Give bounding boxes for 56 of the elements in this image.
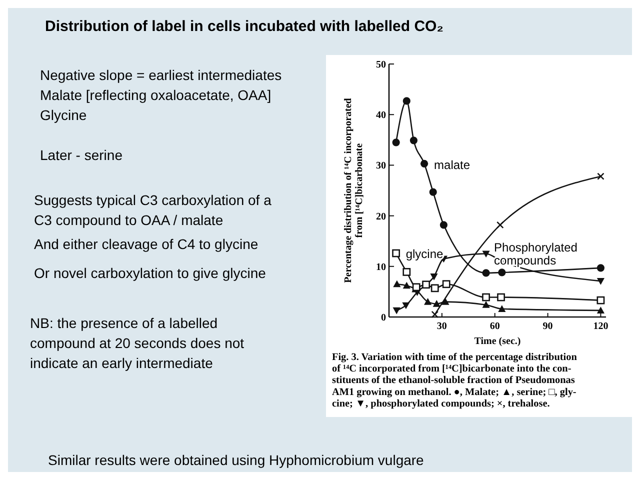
point: [430, 273, 438, 280]
point: [440, 221, 448, 229]
text: Distribution of label in cells incubated with labelled CO₂: [45, 18, 444, 35]
point: [410, 136, 418, 144]
point: [596, 278, 605, 285]
point: [498, 305, 506, 312]
text: Negative slope = earliest intermediates Malate [reflecting oxaloacetate, OAA] Glycine: [40, 67, 282, 123]
point: [482, 293, 490, 302]
y-tick-label: 20: [376, 211, 386, 222]
point: [497, 293, 505, 302]
point: [482, 250, 490, 258]
y-tick-label: 0: [381, 312, 386, 324]
point: [442, 298, 450, 305]
y-tick-label: 50: [376, 60, 386, 70]
point: [498, 268, 506, 276]
point: [432, 300, 440, 307]
annotation: glycine: [406, 246, 444, 261]
text: Suggests typical C3 carboxylation of a C3 compound to OAA / malate: [34, 192, 272, 228]
y-axis-title: Percentage distribution of ¹⁴C incorporated from [¹⁴C]bicarbonate: [343, 98, 365, 283]
point: [392, 138, 400, 146]
x-tick-label: 90: [542, 321, 553, 332]
point: [431, 310, 439, 318]
x-tick-label: 120: [593, 321, 608, 332]
point: [597, 172, 604, 180]
point: [424, 298, 432, 305]
point: [482, 301, 490, 308]
point: [596, 296, 605, 304]
caption: Fig. 3. Variation with time of the percentage distribution of ¹⁴C incorporated from [¹⁴C]bicarbonate into the con- stituents of the ethanol-soluble fraction of Pseudomonas AM1 growing on methanol. ●, Malate; ▲, serine; □, gly- cine; ▼, phosphorylated compounds; ×, trehalose.: [332, 352, 578, 410]
x-axis-title: Time (sec.): [474, 336, 521, 347]
point: [393, 280, 401, 288]
point: [402, 302, 410, 310]
point: [402, 97, 410, 105]
text: Or novel carboxylation to give glycine: [34, 265, 266, 281]
point: [422, 280, 430, 289]
x-tick-label: 60: [490, 321, 500, 332]
text: And either cleavage of C4 to glycine: [34, 236, 258, 252]
text: Later - serine: [40, 147, 123, 163]
point: [596, 264, 605, 272]
point: [596, 306, 605, 314]
point: [420, 160, 428, 168]
point: [442, 280, 450, 288]
point: [402, 282, 410, 289]
point: [430, 284, 439, 292]
y-tick-label: 10: [376, 262, 386, 273]
y-tick-label: 40: [376, 110, 386, 122]
point: [402, 268, 411, 276]
x-tick-label: 30: [436, 321, 447, 332]
point: [429, 188, 437, 196]
point: [482, 269, 490, 277]
text: NB: the presence of a labelled compound at 20 seconds does not indicate an early intermediate: [30, 315, 244, 371]
y-tick-label: 30: [376, 160, 386, 172]
point: [392, 249, 400, 258]
point: [496, 221, 504, 229]
text: Similar results were obtained using Hyphomicrobium vulgare: [48, 452, 424, 468]
point: [392, 307, 400, 314]
annotation: malate: [434, 158, 470, 172]
